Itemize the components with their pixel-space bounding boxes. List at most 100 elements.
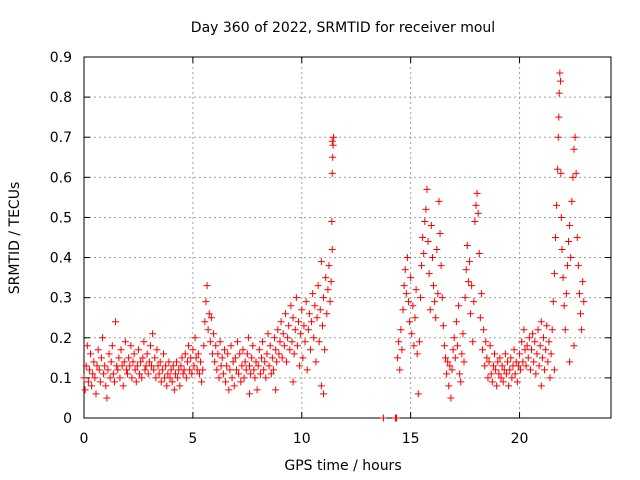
data-point (131, 366, 139, 374)
data-point (329, 141, 337, 149)
data-point (280, 342, 288, 350)
data-point (277, 318, 285, 326)
data-point (328, 169, 336, 177)
chart-title: Day 360 of 2022, SRMTID for receiver mou… (191, 20, 495, 36)
data-point (495, 370, 503, 378)
data-point (493, 382, 501, 390)
data-point (414, 390, 422, 398)
data-point (145, 358, 153, 366)
data-point (200, 342, 208, 350)
y-tick-label: 0.9 (50, 50, 72, 66)
data-point (83, 342, 91, 350)
data-point (87, 350, 95, 358)
data-point (547, 350, 555, 358)
data-point (570, 145, 578, 153)
data-point (537, 382, 545, 390)
data-point (189, 346, 197, 354)
data-point (267, 370, 275, 378)
data-point (225, 386, 233, 394)
data-point (95, 366, 103, 374)
data-point (548, 326, 556, 334)
data-point (423, 185, 431, 193)
data-point (154, 362, 162, 370)
data-point (97, 354, 105, 362)
data-point (120, 358, 128, 366)
data-point (164, 370, 172, 378)
data-point (549, 298, 557, 306)
data-point (533, 350, 541, 358)
data-point (174, 374, 182, 382)
data-point (398, 346, 406, 354)
data-point (301, 338, 309, 346)
data-point (487, 370, 495, 378)
data-point (137, 358, 145, 366)
data-point (269, 366, 277, 374)
data-point (512, 358, 520, 366)
data-point (300, 322, 308, 330)
data-point (285, 322, 293, 330)
data-point (441, 354, 449, 362)
data-point (449, 346, 457, 354)
data-point (218, 354, 226, 362)
data-point (568, 197, 576, 205)
data-point (499, 378, 507, 386)
data-point (315, 338, 323, 346)
data-point (272, 346, 280, 354)
data-point (444, 358, 452, 366)
data-point (224, 350, 232, 358)
data-point (271, 334, 279, 342)
data-point (559, 274, 567, 282)
data-point (133, 362, 141, 370)
data-point (108, 342, 116, 350)
data-point (402, 290, 410, 298)
data-point (434, 290, 442, 298)
data-point (119, 382, 127, 390)
data-point (215, 374, 223, 382)
data-point (100, 370, 108, 378)
data-point (199, 366, 207, 374)
data-point (461, 294, 469, 302)
data-point (317, 382, 325, 390)
data-point (179, 370, 187, 378)
data-point (289, 314, 297, 322)
data-point (203, 282, 211, 290)
data-point (462, 266, 470, 274)
data-point (170, 386, 178, 394)
data-point (192, 354, 200, 362)
data-point (409, 302, 417, 310)
data-point (496, 354, 504, 362)
data-point (306, 346, 314, 354)
data-point (268, 354, 276, 362)
data-point (416, 294, 424, 302)
data-point (399, 306, 407, 314)
data-point (146, 342, 154, 350)
data-point (177, 362, 185, 370)
data-point (198, 378, 206, 386)
data-point (481, 362, 489, 370)
data-point (516, 350, 524, 358)
data-point (394, 354, 402, 362)
data-point (430, 282, 438, 290)
data-point (463, 242, 471, 250)
x-tick-label: 5 (188, 431, 197, 447)
y-tick-label: 0.8 (50, 90, 72, 106)
data-point (320, 390, 328, 398)
data-point (265, 362, 273, 370)
y-axis-label: SRMTID / TECUs (7, 182, 23, 295)
data-point (176, 382, 184, 390)
data-point (408, 330, 416, 338)
data-point (259, 338, 267, 346)
data-point (464, 278, 472, 286)
data-point (171, 370, 179, 378)
data-point (404, 298, 412, 306)
data-point (544, 358, 552, 366)
data-point (228, 374, 236, 382)
data-point (379, 414, 387, 422)
data-point (165, 358, 173, 366)
data-point (183, 358, 191, 366)
data-point (178, 354, 186, 362)
data-point (523, 342, 531, 350)
data-point (140, 338, 148, 346)
data-point (413, 350, 421, 358)
